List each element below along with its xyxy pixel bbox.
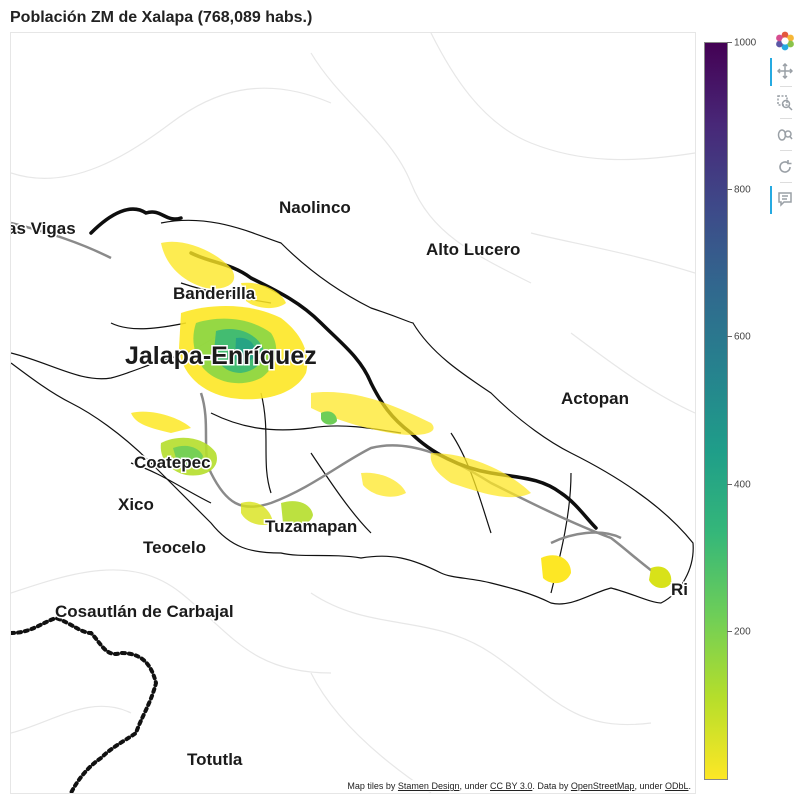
- link-cc-by[interactable]: CC BY 3.0: [490, 781, 533, 791]
- place-label-xalapa: Jalapa-Enríquez: [125, 342, 317, 370]
- colorbar-tick-label: 200: [734, 626, 751, 638]
- box-zoom-tool-icon[interactable]: [774, 92, 796, 114]
- highway-grey: [11, 221, 672, 585]
- hover-tool-icon[interactable]: [770, 186, 796, 214]
- attribution-text: , under: [634, 781, 665, 791]
- colorbar-tick-label: 800: [734, 184, 751, 196]
- reset-tool-icon[interactable]: [774, 156, 796, 178]
- colorbar: [704, 42, 728, 780]
- place-label-naolinco: Naolinco: [279, 198, 351, 217]
- bokeh-logo-icon[interactable]: [774, 30, 796, 52]
- place-label-alto-lucero: Alto Lucero: [426, 240, 520, 259]
- map-attribution: Map tiles by Stamen Design, under CC BY …: [344, 780, 694, 792]
- map-svg[interactable]: as Vigas Naolinco Alto Lucero Banderilla…: [11, 33, 695, 793]
- link-openstreetmap[interactable]: OpenStreetMap: [570, 781, 635, 791]
- attribution-text: .: [688, 781, 691, 791]
- link-odbl[interactable]: ODbL: [664, 781, 689, 791]
- plot-title: Población ZM de Xalapa (768,089 habs.): [10, 9, 313, 26]
- place-label-banderilla: Banderilla: [173, 284, 256, 303]
- place-label-totutla: Totutla: [187, 750, 243, 769]
- background-roads: [11, 33, 695, 793]
- colorbar-tick: [727, 483, 732, 485]
- place-label-cosautlan: Cosautlán de Carbajal: [55, 602, 234, 621]
- attribution-text: , under: [459, 781, 490, 791]
- toolbar-separator: [780, 86, 792, 87]
- colorbar-tick: [727, 189, 732, 191]
- state-border: [11, 615, 159, 793]
- colorbar-tick: [727, 42, 732, 43]
- attribution-text: . Data by: [532, 781, 571, 791]
- link-stamen-design[interactable]: Stamen Design: [397, 781, 460, 791]
- toolbar-separator: [780, 150, 792, 151]
- place-label-xico: Xico: [118, 495, 154, 514]
- place-label-las-vigas: as Vigas: [11, 219, 76, 238]
- map-canvas[interactable]: as Vigas Naolinco Alto Lucero Banderilla…: [10, 32, 696, 794]
- place-labels: as Vigas Naolinco Alto Lucero Banderilla…: [11, 197, 690, 771]
- wheel-zoom-tool-icon[interactable]: [774, 124, 796, 146]
- toolbar-separator: [780, 182, 792, 183]
- colorbar-tick-label: 600: [734, 331, 751, 343]
- pan-tool-icon[interactable]: [770, 58, 796, 86]
- population-density-layer: [131, 241, 672, 589]
- colorbar-tick-label: 400: [734, 479, 751, 491]
- place-label-tuzamapan: Tuzamapan: [265, 517, 357, 536]
- colorbar-tick: [727, 336, 732, 338]
- place-label-actopan: Actopan: [561, 389, 629, 408]
- place-label-teocelo: Teocelo: [143, 538, 206, 557]
- toolbar-separator: [780, 118, 792, 119]
- colorbar-tick-label: 1000: [734, 37, 757, 49]
- place-label-coatepec: Coatepec: [134, 453, 211, 472]
- attribution-text: Map tiles by: [347, 781, 398, 791]
- place-label-rinconada: Ri: [671, 580, 688, 599]
- colorbar-tick: [727, 630, 732, 632]
